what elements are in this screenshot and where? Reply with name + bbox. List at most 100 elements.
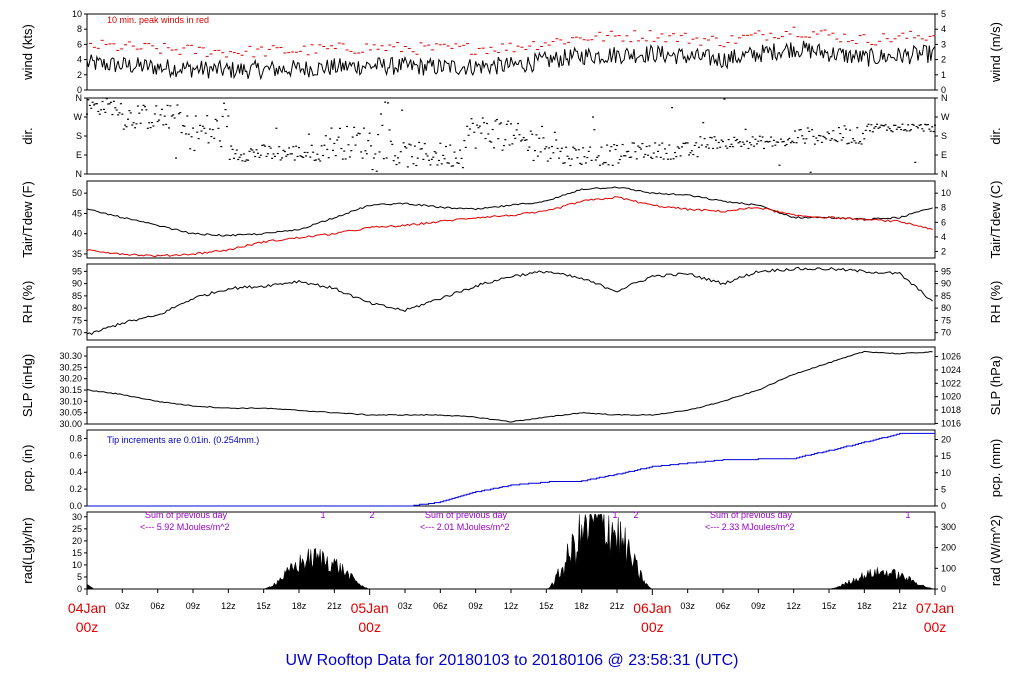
radiation-ylabel-left: rad(Lgly/hr) <box>20 517 35 583</box>
wind-ylabel-right: wind (m/s) <box>988 22 1003 83</box>
slp-left-tick-label: 30.00 <box>59 419 82 429</box>
radiation-left-tick-label: 5 <box>77 572 82 582</box>
rh-frame <box>86 263 936 341</box>
radiation-left-tick-label: 20 <box>72 536 82 546</box>
panel-rh: 70 75 80 85 90 95 70 75 80 85 90 95 RH (%) RH (%) <box>20 263 1003 341</box>
wind-left-tick-label: 4 <box>77 55 82 65</box>
dir-left-tick-label: N <box>76 169 83 179</box>
temperature-right-tick-label: 8 <box>941 203 946 213</box>
rh-right-tick-label: 95 <box>941 266 951 276</box>
rh-left-tick-label: 70 <box>72 328 82 338</box>
rh-right-tick-label: 90 <box>941 279 951 289</box>
wind-annotation: 10 min. peak winds in red <box>107 15 209 25</box>
radiation-sum-title: Sum of previous day <box>145 510 228 520</box>
slp-left-tick-label: 30.25 <box>59 362 82 372</box>
slp-left-tick-label: 30.20 <box>59 374 82 384</box>
wind-left-tick-label: 2 <box>77 70 82 80</box>
temperature-left-tick-label: 40 <box>72 229 82 239</box>
x-tick-label: 21z <box>892 601 907 611</box>
radiation-ylabel-right: rad (W/m^2) <box>988 515 1003 586</box>
temperature-left-tick-label: 35 <box>72 249 82 259</box>
wind-right-tick-label: 0 <box>941 85 946 95</box>
x-tick-label: 18z <box>857 601 872 611</box>
slp-ylabel-right: SLP (hPa) <box>988 356 1003 416</box>
precip-left-tick-label: 0.8 <box>69 433 82 443</box>
dir-left-tick-label: W <box>74 112 83 122</box>
radiation-sum-value: <--- 5.92 MJoules/m^2 <box>140 522 230 532</box>
wind-frame <box>86 13 936 91</box>
rh-right-tick-label: 85 <box>941 291 951 301</box>
slp-right-tick-label: 1020 <box>941 392 961 402</box>
slp-right-tick-label: 1026 <box>941 352 961 362</box>
rh-right-tick-label: 80 <box>941 303 951 313</box>
panel-precip: 0.0 0.2 0.4 0.6 0.8 0 5 10 15 20 pcp. (in) pcp. (mm… <box>20 429 1003 511</box>
rh-left-tick-label: 95 <box>72 266 82 276</box>
slp-right-tick-label: 1018 <box>941 405 961 415</box>
x-tick-label: 21z <box>610 601 625 611</box>
radiation-left-tick-label: 0 <box>77 584 82 594</box>
x-tick-label: 15z <box>256 601 271 611</box>
precip-ylabel-left: pcp. (in) <box>20 445 35 492</box>
temperature-right-tick-label: 6 <box>941 217 946 227</box>
rh-ylabel-right: RH (%) <box>988 281 1003 324</box>
dir-right-tick-label: W <box>941 112 950 122</box>
wind-right-tick-label: 2 <box>941 55 946 65</box>
slp-left-tick-label: 30.30 <box>59 351 82 361</box>
slp-ylabel-left: SLP (inHg) <box>20 354 35 417</box>
precip-line <box>87 432 935 507</box>
rh-line <box>86 266 933 336</box>
temperature-ylabel-left: Tair/Tdew (F) <box>20 181 35 258</box>
rh-left-tick-label: 75 <box>72 315 82 325</box>
x-tick-label: 06z <box>150 601 165 611</box>
temperature-left-tick-label: 45 <box>72 208 82 218</box>
slp-right-tick-label: 1024 <box>941 365 961 375</box>
tair-line <box>86 186 933 237</box>
rh-left-tick-label: 80 <box>72 303 82 313</box>
x-tick-label: 03z <box>680 601 695 611</box>
wind-ylabel-left: wind (kts) <box>20 24 35 81</box>
rh-left-tick-label: 90 <box>72 279 82 289</box>
x-tick-label: 18z <box>574 601 589 611</box>
rh-right-tick-label: 75 <box>941 315 951 325</box>
dir-right-tick-label: N <box>941 93 948 103</box>
radiation-marker: 1 <box>612 510 617 520</box>
temperature-right-tick-label: 10 <box>941 188 951 198</box>
precip-right-tick-label: 5 <box>941 484 946 494</box>
slp-left-tick-label: 30.05 <box>59 408 82 418</box>
radiation-left-tick-label: 10 <box>72 560 82 570</box>
dir-ylabel-right: dir. <box>988 127 1003 144</box>
x-tick-label: 21z <box>327 601 342 611</box>
temperature-right-tick-label: 4 <box>941 232 946 242</box>
chart-title: UW Rooftop Data for 20180103 to 20180106… <box>286 652 739 669</box>
x-day-hour-label: 00z <box>76 619 99 635</box>
slp-frame <box>86 346 936 425</box>
x-tick-label: 12z <box>504 601 519 611</box>
precip-left-tick-label: 0.0 <box>69 501 82 511</box>
wind-right-tick-label: 3 <box>941 39 946 49</box>
dir-right-tick-label: S <box>941 131 947 141</box>
temperature-ylabel-right: Tair/Tdew (C) <box>988 180 1003 258</box>
temperature-right-tick-label: 2 <box>941 247 946 257</box>
precip-annotation: Tip increments are 0.01in. (0.254mm.) <box>107 435 259 445</box>
precip-ylabel-right: pcp. (mm) <box>988 439 1003 498</box>
radiation-marker: 2 <box>369 510 374 520</box>
radiation-right-tick-label: 100 <box>941 563 956 573</box>
radiation-sum-value: <--- 2.33 MJoules/m^2 <box>705 522 795 532</box>
wind-right-tick-label: 4 <box>941 24 946 34</box>
tdew-line <box>86 196 933 258</box>
precip-left-tick-label: 0.2 <box>69 484 82 494</box>
wind-left-tick-label: 8 <box>77 24 82 34</box>
panel-temperature: 35 40 45 50 2 4 6 8 10 Tair/Tdew (F) Tair/Tdew (C) <box>20 180 1003 258</box>
slp-left-tick-label: 30.15 <box>59 385 82 395</box>
radiation-sum-value: <--- 2.01 MJoules/m^2 <box>420 522 510 532</box>
radiation-right-tick-label: 200 <box>941 543 956 553</box>
wind-left-tick-label: 6 <box>77 39 82 49</box>
x-day-label: 07Jan <box>916 600 954 616</box>
x-tick-label: 09z <box>468 601 483 611</box>
slp-line <box>86 350 933 423</box>
wind-right-tick-label: 1 <box>941 70 946 80</box>
x-day-hour-label: 00z <box>924 619 947 635</box>
